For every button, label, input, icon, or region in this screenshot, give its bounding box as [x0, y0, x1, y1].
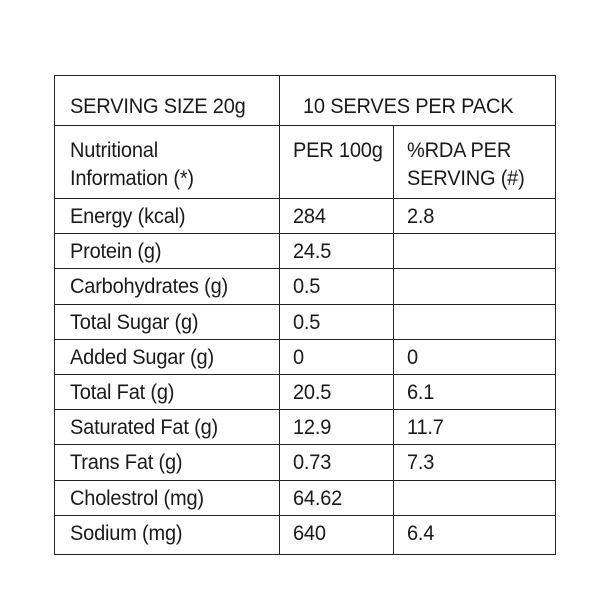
nutrient-name: Total Sugar (g)	[70, 309, 199, 334]
divider-colheader	[55, 198, 555, 199]
nutrient-rda: 2.8	[407, 204, 435, 228]
column-header-nutrient-line1: Nutritional	[70, 138, 158, 162]
row-divider	[55, 444, 555, 446]
column-header-nutrient: Nutritional Information (*)	[70, 136, 194, 192]
row-divider	[55, 268, 555, 270]
nutrient-name: Total Fat (g)	[70, 380, 175, 404]
nutrient-per100g: 0.73	[293, 450, 332, 475]
row-divider	[55, 409, 555, 411]
nutrient-name: Cholestrol (mg)	[70, 485, 204, 510]
column-header-rda-line1: %RDA PER	[407, 138, 512, 162]
row-divider	[55, 514, 555, 516]
nutrient-name: Trans Fat (g)	[70, 450, 183, 475]
serving-size-label: SERVING SIZE 20g	[70, 94, 246, 118]
column-header-nutrient-line2: Information (*)	[70, 166, 194, 190]
nutrient-per100g: 0.5	[293, 274, 321, 299]
nutrient-per100g: 12.9	[293, 415, 332, 440]
nutrient-name: Protein (g)	[70, 239, 162, 264]
row-divider	[55, 338, 555, 340]
nutrient-name: Sodium (mg)	[70, 520, 183, 545]
nutrient-per100g: 284	[293, 204, 326, 228]
nutrition-facts-table: SERVING SIZE 20g 10 SERVES PER PACK Nutr…	[54, 75, 556, 555]
nutrient-rda: 6.1	[407, 380, 435, 404]
row-divider	[55, 479, 555, 481]
nutrient-name: Energy (kcal)	[70, 204, 186, 228]
nutrient-per100g: 640	[293, 520, 326, 545]
serves-per-pack-label: 10 SERVES PER PACK	[303, 94, 514, 118]
nutrient-rda: 6.4	[407, 520, 435, 545]
nutrient-per100g: 20.5	[293, 380, 332, 404]
nutrient-name: Carbohydrates (g)	[70, 274, 228, 299]
nutrient-per100g: 0	[293, 344, 304, 369]
column-header-rda: %RDA PER SERVING (#)	[407, 136, 525, 192]
nutrient-name: Saturated Fat (g)	[70, 415, 218, 440]
column-header-rda-line2: SERVING (#)	[407, 166, 525, 190]
nutrient-name: Added Sugar (g)	[70, 344, 214, 369]
row-divider	[55, 233, 555, 235]
row-divider	[55, 303, 555, 305]
nutrient-per100g: 64.62	[293, 485, 343, 510]
column-header-per100g: PER 100g	[293, 138, 383, 162]
nutrient-rda: 0	[407, 344, 418, 369]
nutrient-rda: 7.3	[407, 450, 435, 475]
divider-col1	[279, 76, 280, 554]
nutrient-per100g: 0.5	[293, 309, 321, 334]
row-divider	[55, 374, 555, 375]
nutrient-per100g: 24.5	[293, 239, 332, 264]
nutrient-rda: 11.7	[407, 415, 444, 440]
divider-header	[55, 125, 555, 126]
